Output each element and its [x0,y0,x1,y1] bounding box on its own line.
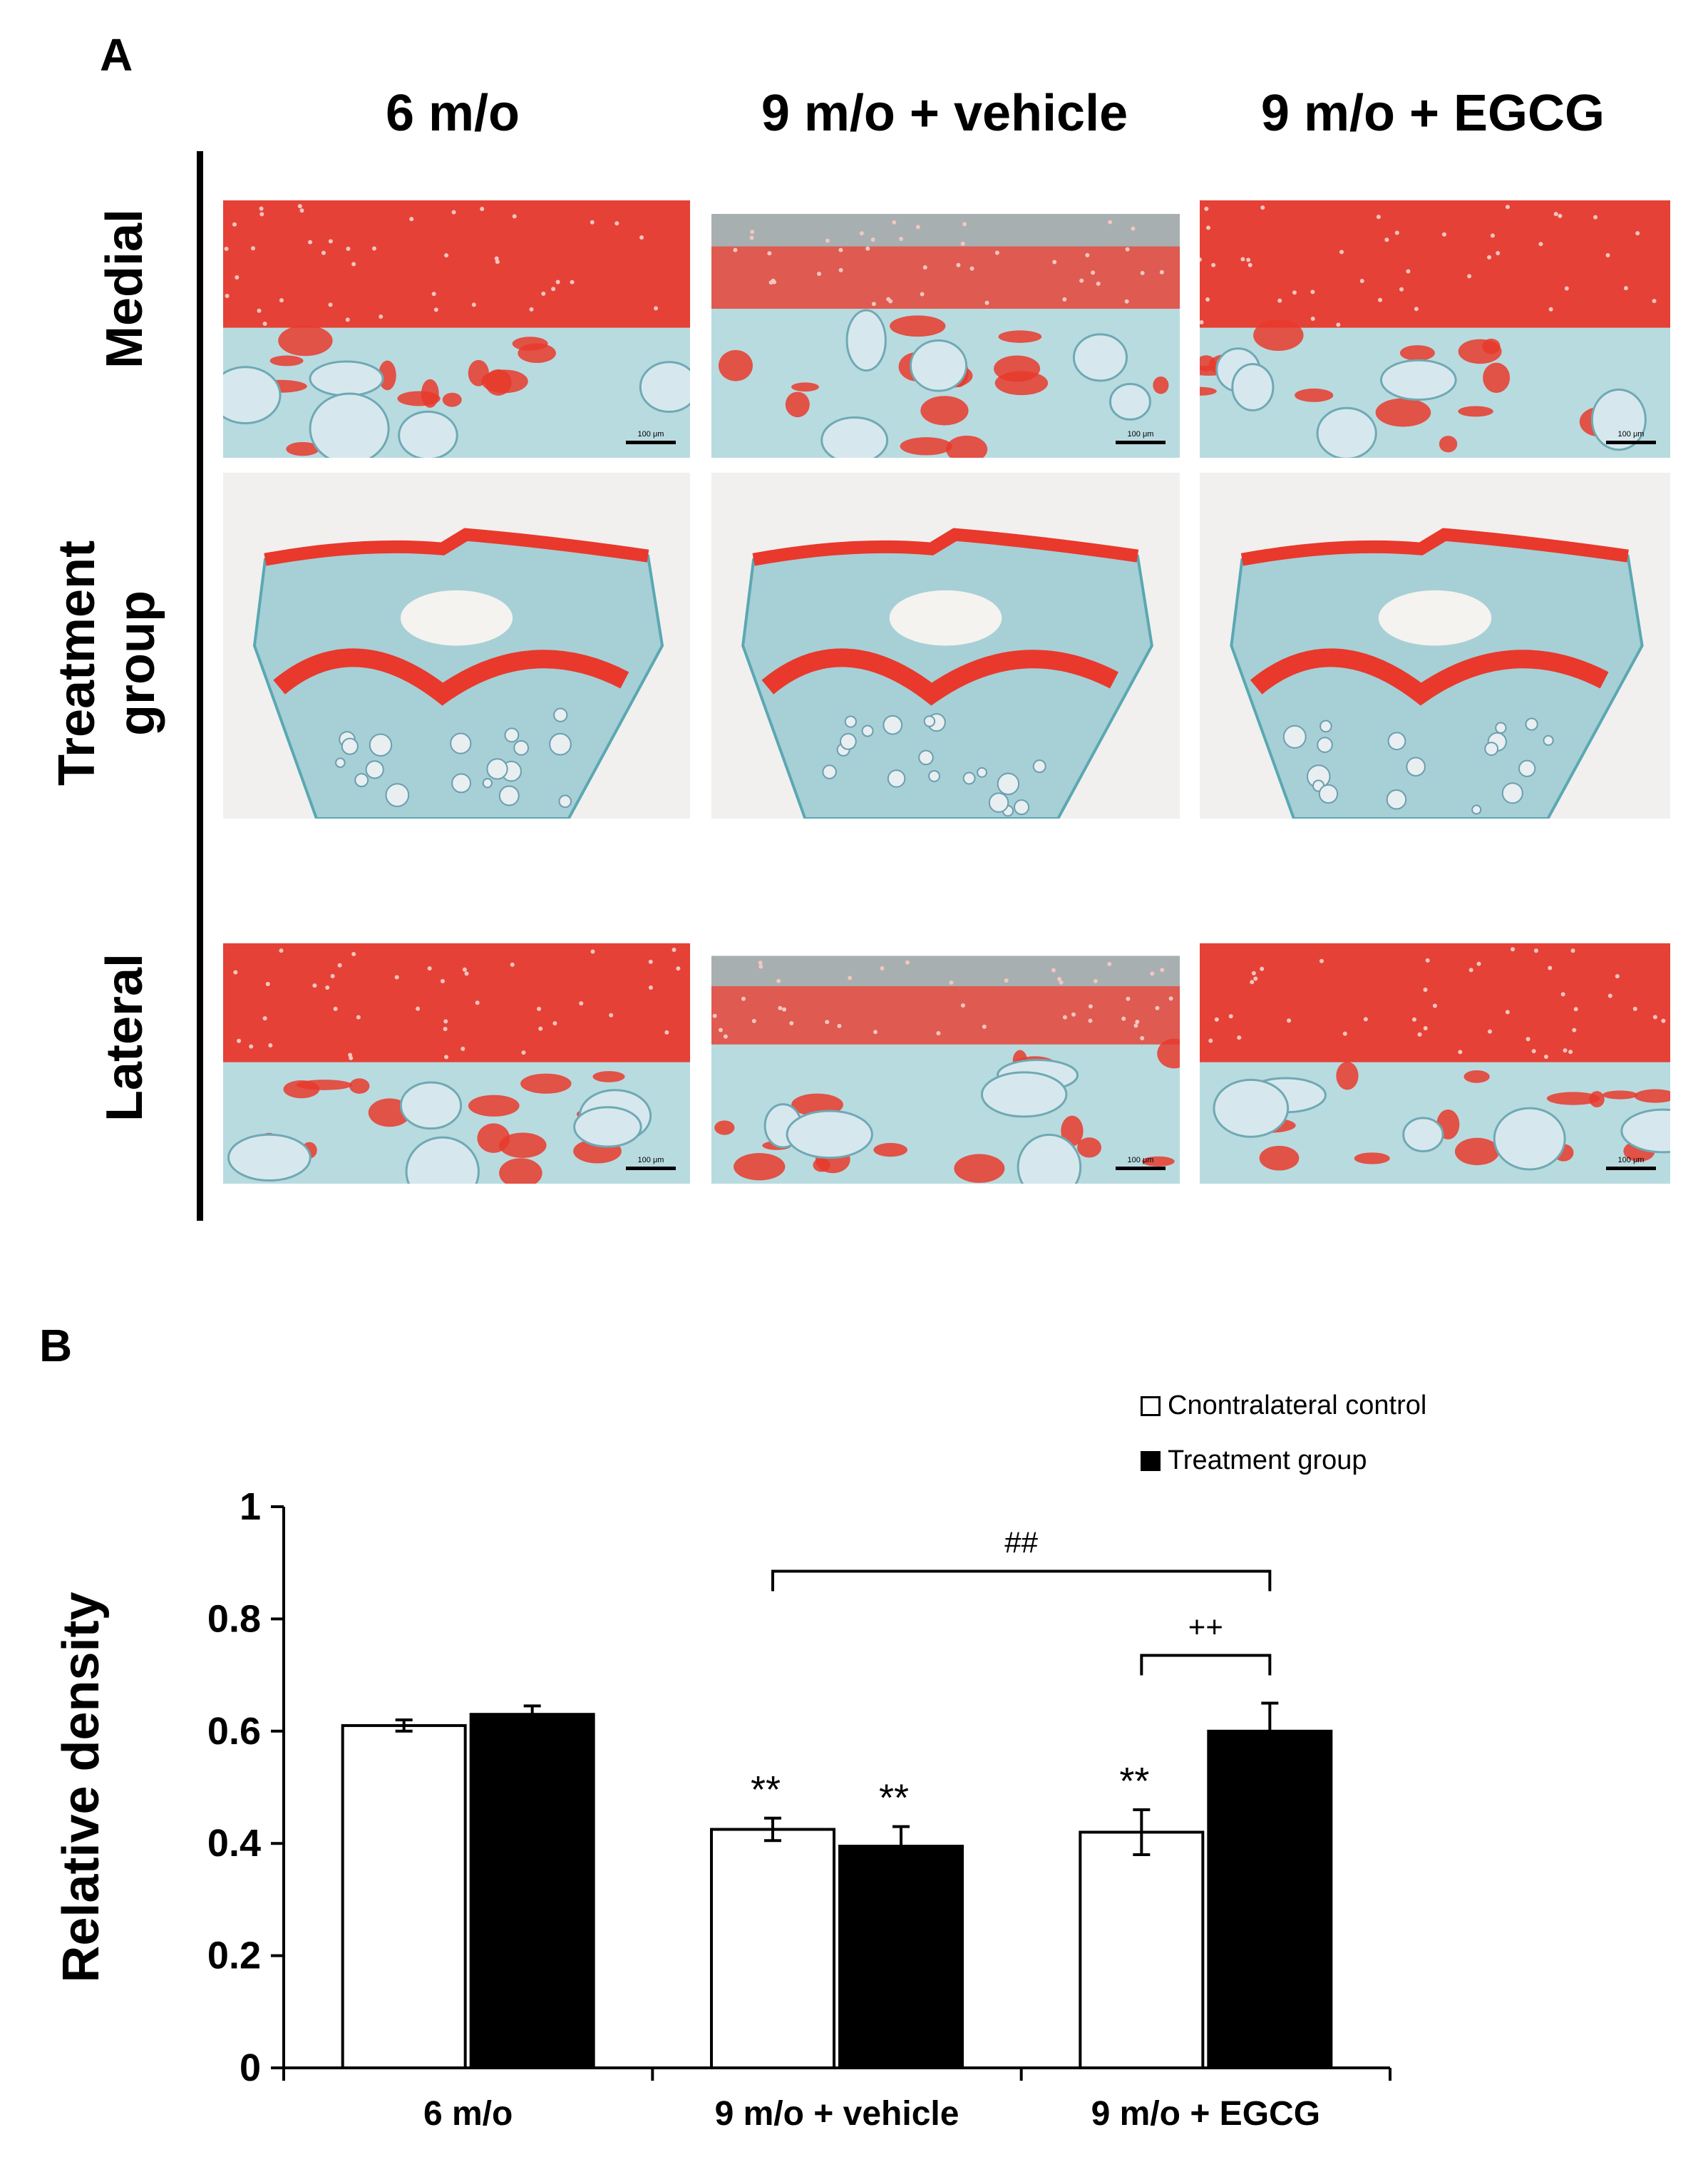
histology-tile: 100 μm [1200,187,1670,458]
svg-text:100 μm: 100 μm [638,430,664,439]
significance-stars: ** [751,1768,781,1811]
y-tick-label: 0.2 [207,1935,261,1977]
bar [341,1723,467,2069]
y-tick-label: 0 [240,2046,261,2089]
svg-text:100 μm: 100 μm [1618,430,1645,439]
svg-text:100 μm: 100 μm [1618,1156,1645,1164]
legend-label-control: Cnontralateral control [1168,1390,1427,1420]
legend-label-treatment: Treatment group [1168,1445,1367,1475]
panel-b-label: B [39,1320,73,1371]
histology-tile: 100 μm [223,187,690,458]
column-header-egcg: 9 m/o + EGCG [1260,85,1605,142]
row-header-treatment-group: Treatment group [39,492,175,834]
legend-swatch-treatment [1141,1450,1161,1471]
svg-text:100 μm: 100 μm [1128,1156,1154,1164]
y-tick-label: 0.4 [207,1822,261,1865]
bar [1207,1729,1333,2070]
histology-tile [711,473,1180,819]
comparison-bracket [771,1569,1272,1592]
histology-tile: 100 μm [223,931,690,1184]
y-tick-label: 0.8 [207,1597,261,1640]
bar [1079,1830,1205,2069]
histology-tile [1200,473,1670,819]
y-tick-label: 0.6 [207,1710,261,1753]
significance-stars: ** [879,1777,909,1820]
bar [710,1828,835,2069]
column-header-6mo: 6 m/o [385,85,520,142]
legend-item-control: Cnontralateral control [1141,1390,1426,1421]
row-header-medial: Medial [96,208,153,369]
svg-text:100 μm: 100 μm [638,1156,664,1164]
row-divider-line [197,151,203,1221]
bar [838,1845,964,2069]
legend-swatch-control [1141,1395,1161,1416]
comparison-bracket [1140,1654,1272,1676]
histology-tile: 100 μm [711,187,1180,458]
x-tick-label: 9 m/o + EGCG [1091,2095,1320,2133]
chart-legend: Cnontralateral control Treatment group [1141,1390,1426,1476]
column-header-vehicle: 9 m/o + vehicle [761,85,1128,142]
y-axis-label: Relative density [53,1592,110,1982]
histology-tile: 100 μm [711,931,1180,1184]
x-tick-label: 6 m/o [423,2095,513,2133]
bar [469,1713,595,2069]
y-tick-label: 1 [240,1485,261,1528]
row-header-line-2: group [108,590,166,736]
bracket-label: ++ [1188,1610,1223,1644]
panel-a-label: A [100,29,133,81]
significance-stars: ** [1119,1760,1149,1803]
x-tick-label: 9 m/o + vehicle [715,2095,960,2133]
row-header-line-1: Treatment [48,540,106,787]
bar-chart: 0 0.2 0.4 0.6 0.8 1 6 m/o 9 m/o + vehicle 9 m/o … [53,1485,1391,2133]
histology-tile: 100 μm [1200,931,1670,1184]
bracket-label: ## [1004,1526,1038,1559]
histology-tile [223,473,690,819]
legend-item-treatment: Treatment group [1141,1445,1426,1476]
row-header-lateral: Lateral [96,953,154,1122]
svg-text:100 μm: 100 μm [1128,430,1154,439]
